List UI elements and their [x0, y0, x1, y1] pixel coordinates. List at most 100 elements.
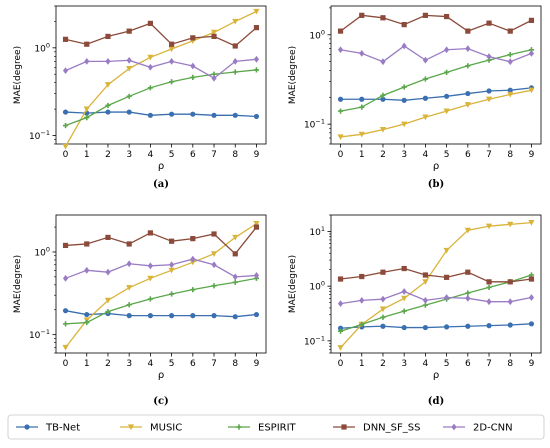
- panel-caption: (a): [153, 179, 169, 190]
- legend-item-2d-cnn: 2D-CNN: [443, 423, 513, 434]
- x-tick-label: 9: [529, 359, 535, 369]
- data-point: [253, 113, 260, 120]
- data-point: [379, 306, 387, 313]
- data-point: [232, 314, 238, 320]
- y-tick-label: 10−1: [304, 118, 325, 131]
- data-point: [253, 272, 260, 279]
- data-point: [337, 134, 344, 141]
- data-point: [486, 20, 492, 26]
- data-point: [337, 345, 344, 351]
- data-point: [337, 108, 344, 114]
- legend-label: ESPIRIT: [258, 423, 297, 434]
- data-point: [62, 122, 69, 129]
- data-point: [169, 313, 175, 319]
- x-tick-label: 4: [423, 150, 429, 160]
- data-point: [190, 313, 196, 319]
- series-tb-net: [337, 85, 535, 103]
- y-tick-label: 10−1: [304, 334, 325, 347]
- data-point: [444, 46, 450, 54]
- data-point: [465, 45, 471, 53]
- data-point: [126, 65, 133, 72]
- x-tick-label: 1: [359, 359, 365, 369]
- legend-marker: [236, 424, 242, 430]
- data-point: [422, 272, 428, 278]
- data-point: [169, 79, 175, 85]
- x-tick-label: 2: [380, 359, 386, 369]
- data-point: [507, 87, 513, 93]
- legend-label: MUSIC: [150, 423, 182, 434]
- y-tick-label: 101: [309, 225, 325, 238]
- series-line: [65, 226, 257, 255]
- x-tick-label: 4: [148, 150, 154, 160]
- series-line: [340, 49, 532, 112]
- data-point: [62, 67, 69, 74]
- panel-b: 0 1 2 3 4 5 6 7 8 9 ρ 10−1 100 MAE(degree) (b): [288, 5, 542, 190]
- x-tick-label: 2: [105, 150, 111, 160]
- data-point: [401, 295, 408, 302]
- data-point: [401, 121, 408, 128]
- legend-item-dnn-sf-ss: DNN_SF_SS: [333, 423, 420, 434]
- x-tick-label: 4: [148, 359, 154, 369]
- y-tick-label: 10−1: [29, 129, 50, 142]
- data-point: [126, 302, 132, 308]
- data-point: [126, 241, 132, 247]
- x-tick-label: 8: [507, 359, 513, 369]
- data-point: [444, 93, 450, 99]
- plot-frame: [330, 5, 542, 145]
- series-line: [65, 277, 257, 325]
- data-point: [444, 13, 450, 20]
- series-line: [65, 111, 257, 118]
- data-point: [528, 321, 535, 327]
- x-tick-label: 0: [63, 150, 69, 160]
- data-point: [62, 242, 69, 249]
- data-point: [126, 109, 132, 115]
- panel-caption: (b): [428, 179, 444, 190]
- data-point: [528, 220, 535, 226]
- x-tick-label: 3: [401, 150, 407, 160]
- data-point: [507, 28, 513, 34]
- data-point: [485, 96, 493, 103]
- data-point: [232, 234, 239, 241]
- data-point: [84, 41, 90, 47]
- series-line: [340, 290, 532, 305]
- panel-c: 0 1 2 3 4 5 6 7 8 9 ρ 10−1 100 MAE(degree) (c): [13, 214, 267, 407]
- data-point: [401, 288, 407, 295]
- y-tick-label: 100: [309, 280, 325, 293]
- data-point: [147, 296, 153, 302]
- data-point: [147, 313, 153, 319]
- data-point: [105, 102, 111, 109]
- x-tick-label: 1: [359, 150, 365, 160]
- series-line: [340, 274, 532, 332]
- legend: TB-Net MUSIC ESPIRIT DNN_SF_SS 2D-CNN: [7, 414, 545, 440]
- data-point: [422, 76, 428, 82]
- data-point: [422, 95, 428, 101]
- data-point: [190, 236, 196, 242]
- x-tick-label: 3: [401, 359, 407, 369]
- data-point: [380, 314, 386, 320]
- x-axis-label: ρ: [433, 161, 439, 172]
- data-point: [147, 20, 153, 26]
- data-point: [232, 69, 238, 75]
- data-point: [380, 96, 386, 102]
- data-point: [253, 67, 260, 73]
- data-point: [105, 33, 111, 40]
- data-point: [486, 323, 492, 329]
- y-axis-label: MAE(degree): [288, 46, 298, 104]
- x-tick-label: 9: [254, 359, 260, 369]
- legend-label: TB-Net: [45, 423, 80, 434]
- x-tick-label: 1: [84, 359, 90, 369]
- data-point: [211, 261, 217, 269]
- data-point: [232, 273, 238, 281]
- data-point: [528, 49, 535, 57]
- data-point: [443, 108, 450, 115]
- series-espirit: [62, 275, 260, 327]
- data-point: [465, 63, 471, 69]
- legend-label: 2D-CNN: [473, 423, 513, 434]
- data-point: [62, 143, 69, 150]
- panel-caption: (d): [428, 396, 444, 407]
- series-music: [337, 87, 535, 141]
- legend-label: DNN_SF_SS: [363, 423, 420, 434]
- data-point: [507, 52, 513, 58]
- data-point: [169, 41, 175, 47]
- x-tick-label: 2: [105, 359, 111, 369]
